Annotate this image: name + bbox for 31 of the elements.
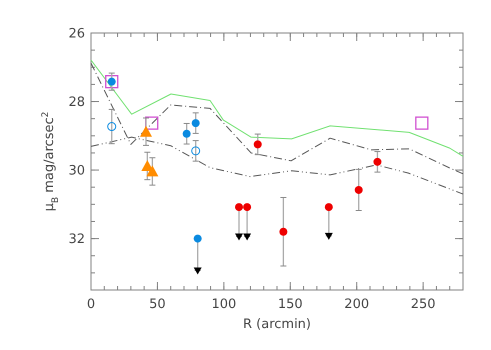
point xyxy=(145,116,158,130)
point xyxy=(194,234,202,243)
x-axis-title: R (arcmin) xyxy=(243,317,311,332)
point xyxy=(191,146,200,156)
x-tick-label: 50 xyxy=(149,297,166,312)
point xyxy=(324,203,333,212)
y-tick-label: 30 xyxy=(68,164,85,179)
y-tick-label: 28 xyxy=(68,95,85,110)
point xyxy=(107,122,116,132)
point xyxy=(415,116,428,130)
y-tick-label: 26 xyxy=(68,26,85,42)
point xyxy=(140,126,152,137)
point xyxy=(235,203,244,212)
x-tick-label: 200 xyxy=(344,297,370,312)
x-tick-label: 250 xyxy=(410,297,436,312)
x-tick-label: 100 xyxy=(211,297,236,312)
point xyxy=(182,130,191,138)
point xyxy=(373,158,382,166)
point xyxy=(146,165,158,176)
point xyxy=(194,267,202,274)
point xyxy=(243,203,252,212)
point xyxy=(324,232,333,240)
point xyxy=(279,228,288,236)
point xyxy=(105,75,118,88)
point xyxy=(354,186,363,194)
x-tick-label: 0 xyxy=(86,297,96,312)
point xyxy=(254,140,262,148)
y-tick-label: 32 xyxy=(68,232,85,248)
line-series xyxy=(90,60,464,157)
point xyxy=(192,119,200,128)
x-tick-label: 150 xyxy=(278,297,303,312)
